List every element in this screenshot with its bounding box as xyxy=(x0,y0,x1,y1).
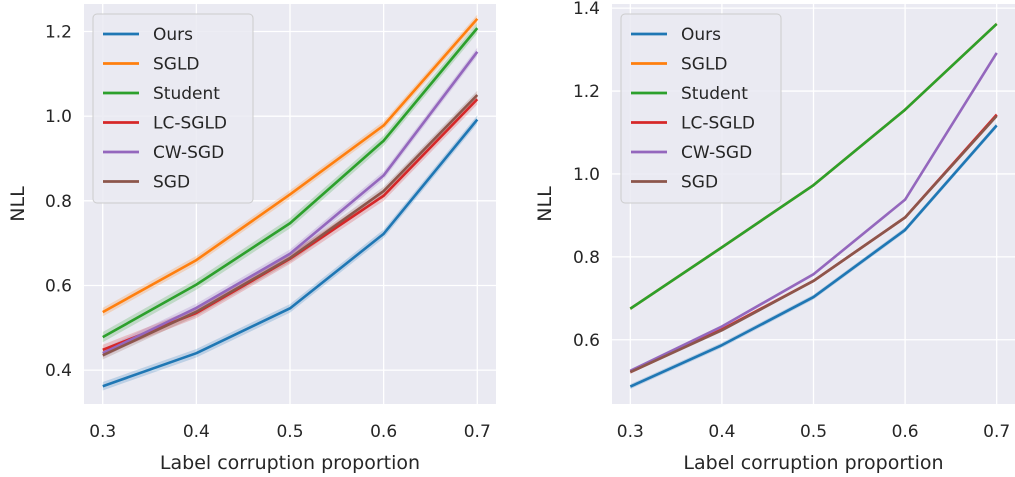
y-tick-label: 0.8 xyxy=(45,192,72,212)
series-line-ours xyxy=(102,118,479,388)
series-line-ours xyxy=(629,124,998,388)
y-tick-label: 1.2 xyxy=(573,82,600,102)
series-line-sgld xyxy=(102,17,479,314)
plot-area xyxy=(629,22,998,390)
x-tick-label: 0.6 xyxy=(370,422,397,442)
legend-label-ours: Ours xyxy=(681,25,721,45)
y-tick-label: 0.6 xyxy=(573,331,600,351)
legend-label-cw-sgd: CW-SGD xyxy=(153,143,224,163)
x-tick-label: 0.5 xyxy=(276,422,303,442)
x-tick-label: 0.5 xyxy=(800,422,827,442)
plot-area xyxy=(102,14,479,391)
x-axis-label: Label corruption proportion xyxy=(160,452,420,474)
legend-label-sgld: SGLD xyxy=(681,55,728,75)
x-tick-label: 0.4 xyxy=(183,422,210,442)
x-tick-label: 0.6 xyxy=(892,422,919,442)
series-line-sgd xyxy=(102,94,479,357)
legend-label-cw-sgd: CW-SGD xyxy=(681,143,752,163)
series-line-student xyxy=(629,22,998,310)
legend-label-sgld: SGLD xyxy=(153,55,200,75)
legend-label-sgd: SGD xyxy=(681,173,718,193)
x-tick-label: 0.3 xyxy=(89,422,116,442)
y-axis-label: NLL xyxy=(7,186,29,222)
x-tick-label: 0.3 xyxy=(617,422,644,442)
legend-box xyxy=(620,13,782,204)
y-tick-label: 1.0 xyxy=(573,165,600,185)
legend-label-sgd: SGD xyxy=(153,173,190,193)
y-tick-label: 1.2 xyxy=(45,23,72,43)
y-tick-label: 0.8 xyxy=(573,248,600,268)
series-line-cw-sgd xyxy=(102,51,479,355)
chart-2: 0.3 0.4 0.5 0.6 0.7 0.6 0.8 1.0 1.2 1.4 Label corr… xyxy=(534,0,1015,474)
series-line-student xyxy=(102,27,479,339)
y-tick-label: 0.6 xyxy=(45,276,72,296)
legend: Ours SGLD Student LC-SGLD CW-SGD SGD xyxy=(620,13,782,204)
legend-label-student: Student xyxy=(681,84,748,104)
x-axis-label: Label corruption proportion xyxy=(683,452,943,474)
legend-label-lc-sgld: LC-SGLD xyxy=(153,114,227,134)
y-axis-label: NLL xyxy=(534,186,556,222)
legend-label-student: Student xyxy=(153,84,220,104)
x-tick-label: 0.4 xyxy=(708,422,735,442)
y-tick-label: 1.0 xyxy=(45,107,72,127)
chart-1: 0.3 0.4 0.5 0.6 0.7 0.4 0.6 0.8 1.0 1.2 Label corr… xyxy=(7,4,496,474)
x-tick-label: 0.7 xyxy=(464,422,491,442)
y-tick-label: 0.4 xyxy=(45,361,72,381)
legend-label-lc-sgld: LC-SGLD xyxy=(681,114,755,134)
legend: Ours SGLD Student LC-SGLD CW-SGD SGD xyxy=(92,13,254,204)
y-tick-label: 1.4 xyxy=(573,0,600,19)
series-line-cw-sgd xyxy=(629,52,998,373)
x-tick-label: 0.7 xyxy=(983,422,1010,442)
legend-label-ours: Ours xyxy=(153,25,193,45)
legend-box xyxy=(92,13,254,204)
series-line-sgd xyxy=(629,115,998,374)
